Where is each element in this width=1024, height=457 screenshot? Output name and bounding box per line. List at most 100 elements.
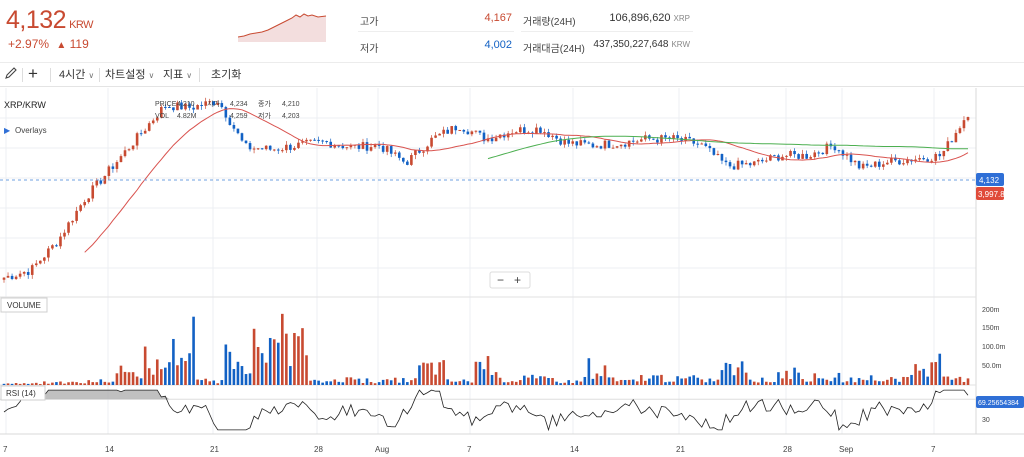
volume-bar [365,378,369,385]
volume-bar [325,381,328,385]
overlays-toggle[interactable]: Overlays [15,126,47,135]
candle-body [877,161,881,167]
volume-bar [821,378,825,385]
volume-bar [841,382,845,385]
candle-body [438,133,441,136]
volume-bar [321,382,324,385]
volume-bar [966,378,970,385]
volume-bar [728,363,732,385]
volume-bar [458,381,462,385]
x-axis-tick: Sep [839,445,854,454]
crosshair-icon[interactable]: + [28,64,38,83]
candle-body [583,140,587,143]
volume-bar [587,358,591,385]
candle-body [607,140,611,148]
volume-bar [10,383,14,385]
price-chart[interactable]: XRP/KRW ▶ Overlays PRICE 4,210 시가 4,234 … [0,88,1024,457]
pencil-icon[interactable] [4,66,18,82]
interval-label: 4시간 [59,69,86,81]
volume-bar [849,377,853,385]
candle-body [930,160,933,162]
candle-body [881,164,885,167]
volume-bar [414,378,417,385]
volume-bar [6,383,10,385]
volume-bar [716,379,720,385]
volume-bar [769,382,772,385]
candle-body [99,180,103,184]
volume-bar [539,376,542,385]
volume-bar [611,377,615,385]
volume-bar [212,380,216,385]
volume-tick: 50.0m [982,363,1002,370]
candle-body [789,150,792,156]
legend-price-value: 4,210 [177,101,195,108]
candle-body [204,101,207,106]
reset-button[interactable]: 초기화 [211,69,242,81]
volume-bar [668,381,671,385]
sparkline-chart [238,13,327,42]
volume-bar [712,381,716,385]
volume-bar [571,383,575,385]
candle-body [188,103,191,108]
candle-body [131,145,135,150]
candle-body [389,146,393,154]
volume-bar [740,361,744,385]
x-axis-tick: 21 [210,445,219,454]
volume-bar [260,353,264,385]
candle-body [410,155,413,165]
volume-bar [930,362,933,385]
candle-body [43,257,46,261]
chart-settings-dropdown[interactable]: 차트설정 ∨ [105,67,154,83]
candle-body [704,143,708,147]
candle-body [938,153,942,157]
candle-body [160,106,163,118]
candle-body [914,159,917,162]
volume-bar [954,378,958,385]
candle-body [111,166,115,169]
candle-body [79,205,82,211]
volume-bar [644,380,647,385]
volume-bar [531,374,534,385]
volume-bar [833,377,837,385]
interval-dropdown[interactable]: 4시간 ∨ [59,67,94,83]
volume-bar [160,369,163,385]
candle-body [514,132,518,134]
zoom-in-button[interactable]: + [514,273,521,287]
volume-bar [188,353,191,385]
candle-body [926,159,929,162]
volume-bar [785,370,788,385]
volume-bar [494,372,498,385]
volume-bar [43,381,46,385]
rsi-value-tag: 69.25654384 [978,400,1019,407]
volume-bar [797,372,800,385]
volume-bar [829,381,833,385]
volume-bar [902,376,905,385]
candle-body [890,157,893,163]
candle-body [825,143,829,155]
legend-vol-value: 4.82M [177,113,197,120]
candle-body [329,141,333,148]
candle-body [381,145,385,152]
candle-body [345,147,349,149]
candle-body [83,202,86,206]
play-triangle-icon[interactable]: ▶ [4,126,11,135]
candle-body [208,101,212,103]
volume-tick: 150m [982,325,1000,332]
volume-bar [619,379,623,385]
volume-bar [518,380,522,385]
volume-bar [752,381,756,385]
candle-body [151,120,155,124]
candle-body [59,236,62,247]
zoom-out-button[interactable]: − [497,273,504,287]
volume-bar [349,377,353,385]
indicators-dropdown[interactable]: 지표 ∨ [163,67,192,83]
candle-body [224,107,228,118]
candle-body [264,145,268,150]
candle-body [268,145,272,150]
candle-body [805,153,808,159]
candle-body [696,143,700,145]
volume-bar [333,379,337,385]
candle-body [248,143,252,150]
candle-body [639,139,643,142]
volume-bar [906,377,909,385]
